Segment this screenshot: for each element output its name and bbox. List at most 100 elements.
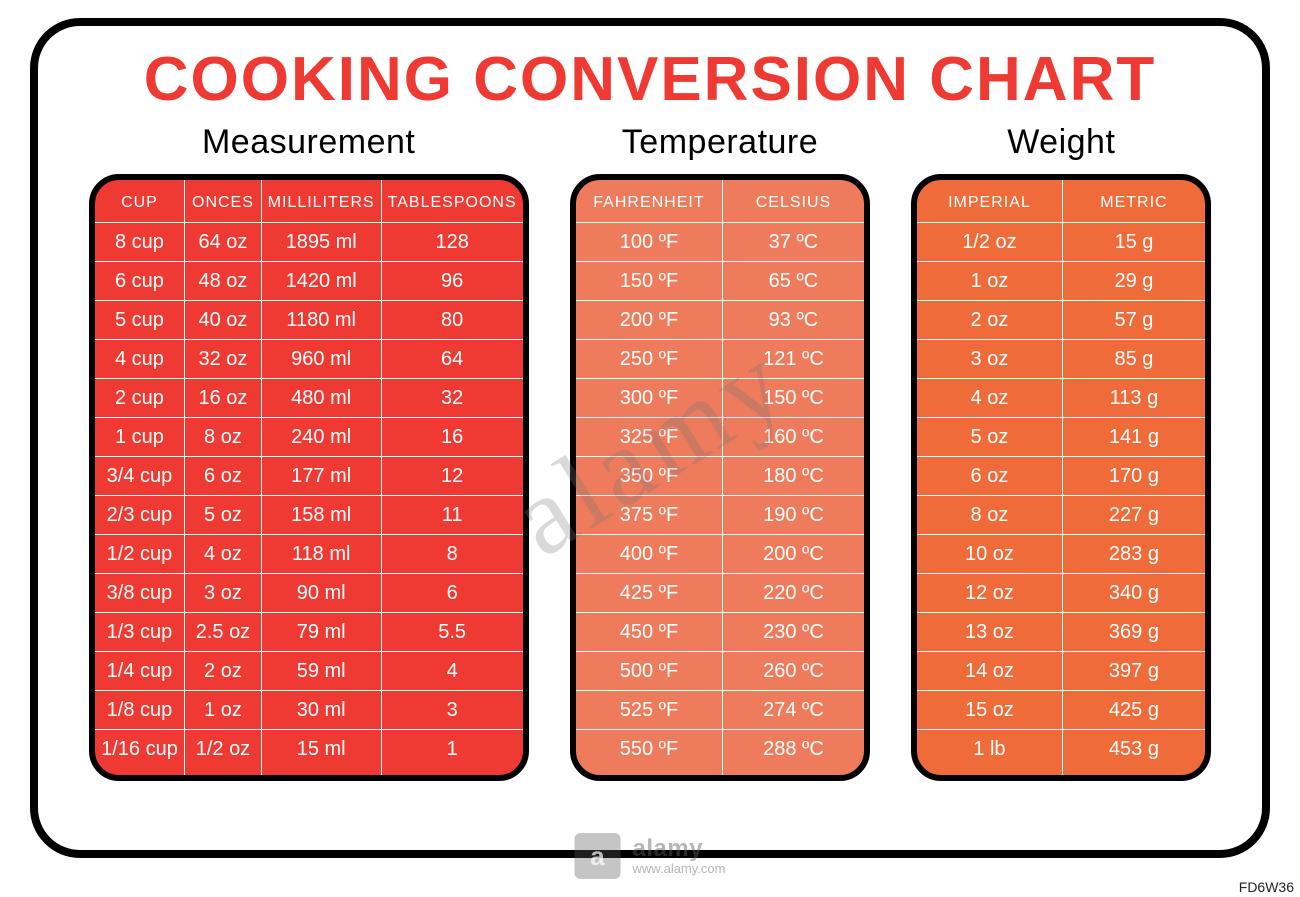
table-row: 100 ºF37 ºC — [576, 223, 864, 262]
watermark-url: www.alamy.com — [633, 862, 726, 876]
cell: 1/2 oz — [185, 730, 261, 776]
table-temperature: FAHRENHEITCELSIUS100 ºF37 ºC150 ºF65 ºC2… — [576, 180, 864, 775]
table-row: 13 oz369 g — [917, 613, 1205, 652]
cell: 1180 ml — [261, 301, 381, 340]
card-temperature: FAHRENHEITCELSIUS100 ºF37 ºC150 ºF65 ºC2… — [570, 174, 870, 781]
table-row: 2/3 cup5 oz158 ml11 — [95, 496, 523, 535]
cell: 325 ºF — [576, 418, 722, 457]
cell: 32 — [381, 379, 522, 418]
table-row: 1/4 cup2 oz59 ml4 — [95, 652, 523, 691]
col-header: METRIC — [1062, 180, 1205, 223]
table-row: 1/3 cup2.5 oz79 ml5.5 — [95, 613, 523, 652]
cell: 15 ml — [261, 730, 381, 776]
cell: 350 ºF — [576, 457, 722, 496]
cell: 1/4 cup — [95, 652, 185, 691]
table-row: 8 cup64 oz1895 ml128 — [95, 223, 523, 262]
cell: 190 ºC — [722, 496, 864, 535]
cell: 250 ºF — [576, 340, 722, 379]
cell: 113 g — [1062, 379, 1205, 418]
panel-temperature: TemperatureFAHRENHEITCELSIUS100 ºF37 ºC1… — [570, 123, 870, 781]
table-row: 375 ºF190 ºC — [576, 496, 864, 535]
cell: 1895 ml — [261, 223, 381, 262]
cell: 16 oz — [185, 379, 261, 418]
table-weight: IMPERIALMETRIC1/2 oz15 g1 oz29 g2 oz57 g… — [917, 180, 1205, 775]
table-row: 4 cup32 oz960 ml64 — [95, 340, 523, 379]
cell: 5 oz — [917, 418, 1062, 457]
table-row: 6 cup48 oz1420 ml96 — [95, 262, 523, 301]
cell: 340 g — [1062, 574, 1205, 613]
panel-title-measurement: Measurement — [202, 123, 415, 162]
cell: 118 ml — [261, 535, 381, 574]
table-row: 325 ºF160 ºC — [576, 418, 864, 457]
cell: 48 oz — [185, 262, 261, 301]
table-row: 1/8 cup1 oz30 ml3 — [95, 691, 523, 730]
cell: 3 oz — [917, 340, 1062, 379]
table-row: 350 ºF180 ºC — [576, 457, 864, 496]
cell: 288 ºC — [722, 730, 864, 776]
cell: 550 ºF — [576, 730, 722, 776]
cell: 4 — [381, 652, 522, 691]
cell: 1/16 cup — [95, 730, 185, 776]
table-row: 1/16 cup1/2 oz15 ml1 — [95, 730, 523, 776]
table-row: 5 cup40 oz1180 ml80 — [95, 301, 523, 340]
cell: 29 g — [1062, 262, 1205, 301]
panels-row: MeasurementCUPONCESMILLILITERSTABLESPOON… — [38, 123, 1262, 781]
col-header: TABLESPOONS — [381, 180, 522, 223]
cell: 5.5 — [381, 613, 522, 652]
cell: 150 ºC — [722, 379, 864, 418]
table-row: 4 oz113 g — [917, 379, 1205, 418]
cell: 450 ºF — [576, 613, 722, 652]
cell: 90 ml — [261, 574, 381, 613]
cell: 64 — [381, 340, 522, 379]
cell: 8 — [381, 535, 522, 574]
cell: 1/2 oz — [917, 223, 1062, 262]
cell: 150 ºF — [576, 262, 722, 301]
cell: 1 — [381, 730, 522, 776]
cell: 227 g — [1062, 496, 1205, 535]
cell: 8 oz — [917, 496, 1062, 535]
cell: 260 ºC — [722, 652, 864, 691]
cell: 158 ml — [261, 496, 381, 535]
cell: 283 g — [1062, 535, 1205, 574]
cell: 80 — [381, 301, 522, 340]
cell: 128 — [381, 223, 522, 262]
cell: 30 ml — [261, 691, 381, 730]
cell: 96 — [381, 262, 522, 301]
cell: 4 oz — [185, 535, 261, 574]
cell: 64 oz — [185, 223, 261, 262]
cell: 400 ºF — [576, 535, 722, 574]
cell: 15 oz — [917, 691, 1062, 730]
cell: 57 g — [1062, 301, 1205, 340]
table-row: 8 oz227 g — [917, 496, 1205, 535]
cell: 2 oz — [917, 301, 1062, 340]
chart-frame: COOKING CONVERSION CHART MeasurementCUPO… — [30, 18, 1270, 858]
cell: 1 oz — [917, 262, 1062, 301]
table-row: 5 oz141 g — [917, 418, 1205, 457]
cell: 3/8 cup — [95, 574, 185, 613]
table-measurement: CUPONCESMILLILITERSTABLESPOONS8 cup64 oz… — [95, 180, 523, 775]
panel-measurement: MeasurementCUPONCESMILLILITERSTABLESPOON… — [89, 123, 529, 781]
cell: 2/3 cup — [95, 496, 185, 535]
cell: 4 cup — [95, 340, 185, 379]
cell: 4 oz — [917, 379, 1062, 418]
cell: 2.5 oz — [185, 613, 261, 652]
card-weight: IMPERIALMETRIC1/2 oz15 g1 oz29 g2 oz57 g… — [911, 174, 1211, 781]
cell: 1420 ml — [261, 262, 381, 301]
cell: 79 ml — [261, 613, 381, 652]
table-row: 10 oz283 g — [917, 535, 1205, 574]
table-row: 12 oz340 g — [917, 574, 1205, 613]
cell: 2 oz — [185, 652, 261, 691]
cell: 1/8 cup — [95, 691, 185, 730]
cell: 230 ºC — [722, 613, 864, 652]
table-row: 550 ºF288 ºC — [576, 730, 864, 776]
table-row: 1/2 cup4 oz118 ml8 — [95, 535, 523, 574]
cell: 3/4 cup — [95, 457, 185, 496]
table-row: 1/2 oz15 g — [917, 223, 1205, 262]
cell: 200 ºF — [576, 301, 722, 340]
panel-weight: WeightIMPERIALMETRIC1/2 oz15 g1 oz29 g2 … — [911, 123, 1211, 781]
cell: 1/3 cup — [95, 613, 185, 652]
col-header: CELSIUS — [722, 180, 864, 223]
table-row: 150 ºF65 ºC — [576, 262, 864, 301]
cell: 274 ºC — [722, 691, 864, 730]
table-row: 1 oz29 g — [917, 262, 1205, 301]
